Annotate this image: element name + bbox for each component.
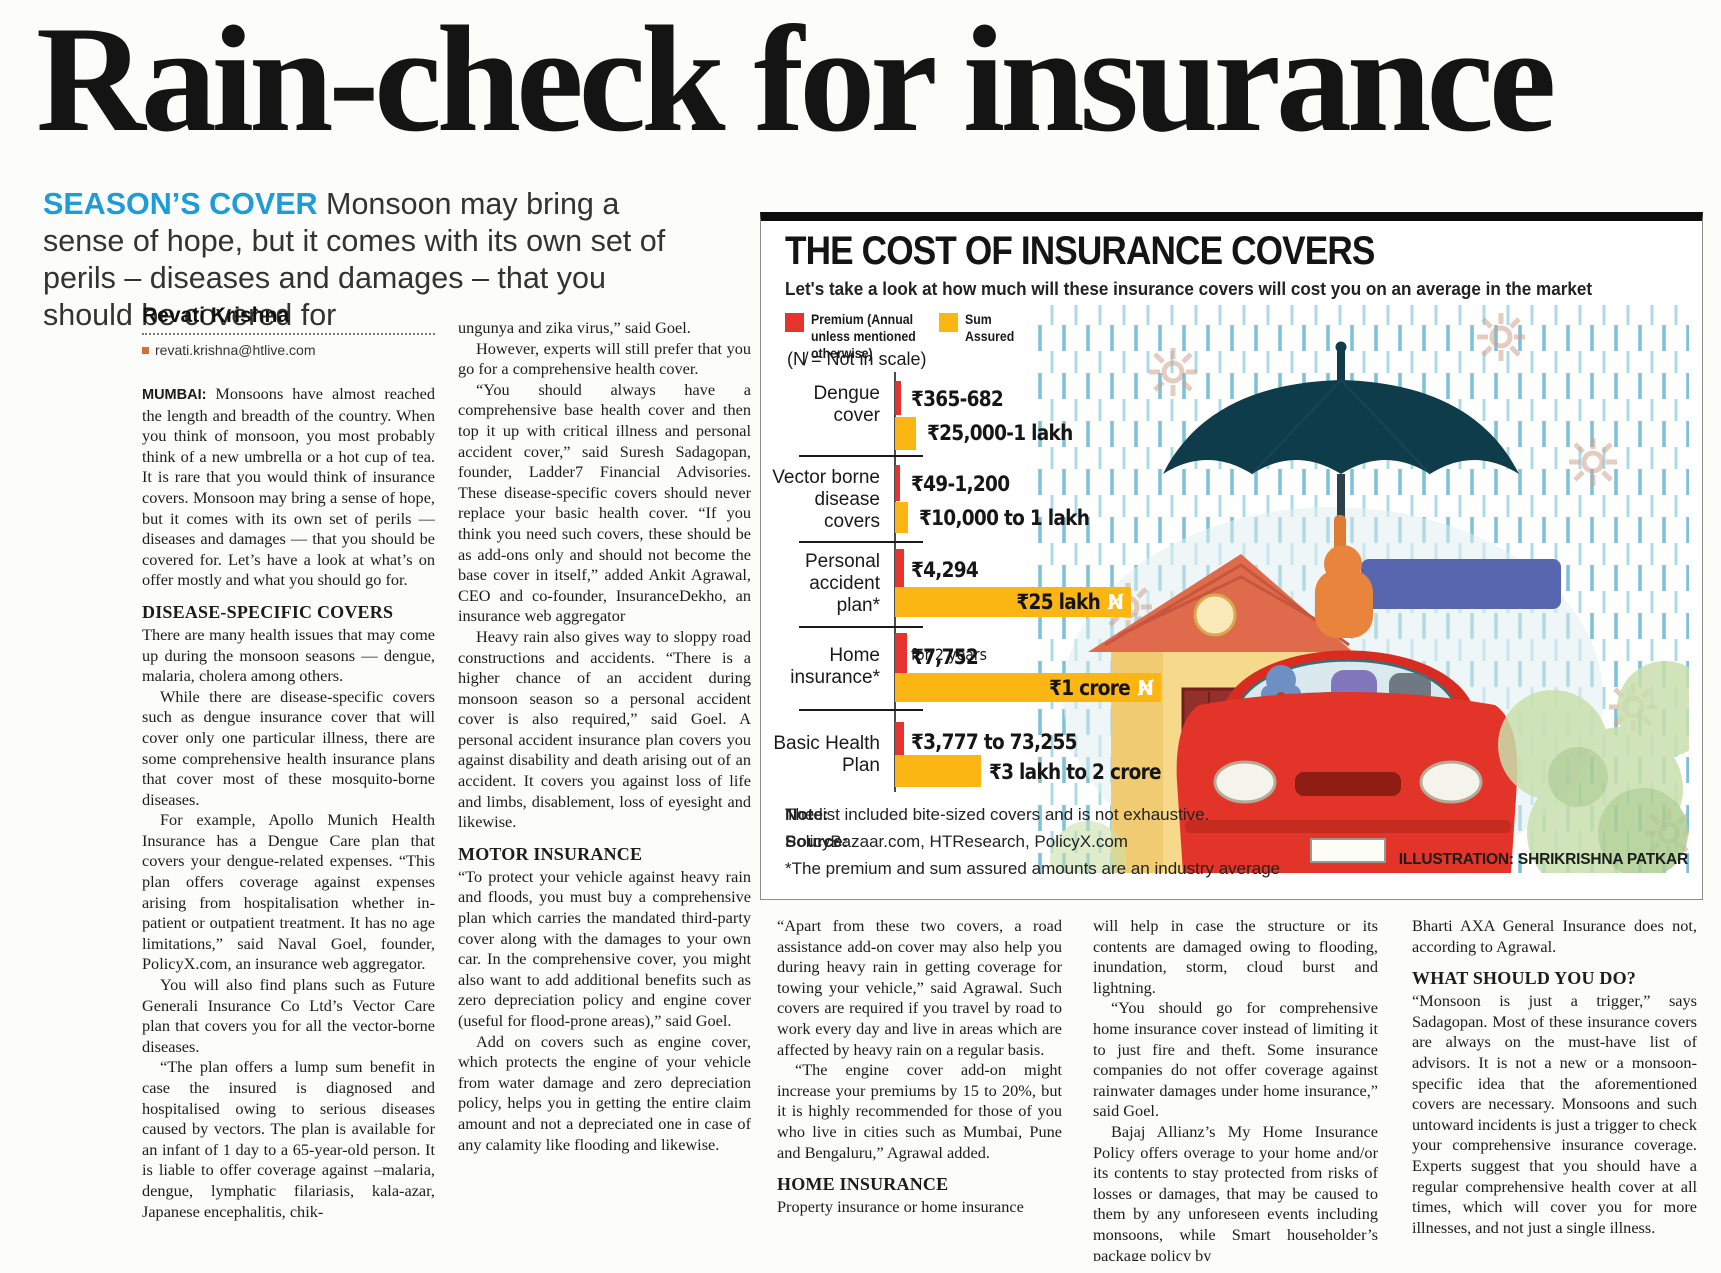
note-label: Note: bbox=[785, 805, 829, 824]
body-paragraph: There are many health issues that may co… bbox=[142, 624, 435, 686]
legend-sum-label: Sum Assured bbox=[965, 311, 1015, 344]
body-paragraph: Heavy rain also gives way to sloppy road… bbox=[458, 626, 751, 832]
premium-bar bbox=[895, 633, 907, 675]
byline: Revati Krishna revati.krishna@htlive.com bbox=[142, 304, 435, 358]
bottom-column-1: “Apart from these two covers, a road ass… bbox=[777, 916, 1062, 1261]
byline-author: Revati Krishna bbox=[142, 304, 435, 335]
article-column-2: ungunya and zika virus,” said Goel. Howe… bbox=[458, 318, 751, 1252]
premium-amount: ₹7,752 bbox=[911, 645, 979, 669]
body-paragraph: “You should always have a comprehensive … bbox=[458, 379, 751, 626]
paragraph-text: Monsoons have almost reached the length … bbox=[142, 384, 435, 590]
byline-email-row: revati.krishna@htlive.com bbox=[142, 342, 435, 358]
source-label: Source: bbox=[785, 832, 849, 851]
legend-premium-label: Premium (Annual unless mentioned otherwi… bbox=[811, 311, 916, 361]
sum-bar bbox=[895, 417, 916, 450]
sum-value: ₹1 crore bbox=[1049, 675, 1131, 700]
premium-value: ₹365-682 bbox=[911, 387, 1004, 411]
body-paragraph: You will also find plans such as Future … bbox=[142, 975, 435, 1056]
infographic-subtitle: Let's take a look at how much will these… bbox=[785, 279, 1593, 299]
lead-text: Monsoon may bring a sense of hope, but i… bbox=[43, 187, 666, 332]
article-column-1: MUMBAI: Monsoons have almost reached the… bbox=[142, 384, 435, 1252]
body-paragraph: ungunya and zika virus,” said Goel. bbox=[458, 318, 691, 337]
body-paragraph: “To protect your vehicle against heavy r… bbox=[458, 866, 751, 1030]
umbrella-icon bbox=[1163, 341, 1519, 475]
lead-paragraph: SEASON’S COVER Monsoon may bring a sense… bbox=[43, 186, 703, 334]
sign-board bbox=[1361, 559, 1561, 609]
bullet-icon bbox=[142, 346, 149, 354]
sum-value: ₹10,000 to 1 lakh bbox=[919, 506, 1090, 530]
body-paragraph: While there are disease-specific covers … bbox=[142, 686, 435, 809]
body-paragraph: MUMBAI: Monsoons have almost reached the… bbox=[142, 384, 435, 591]
premium-bar bbox=[895, 549, 904, 589]
legend-premium-swatch bbox=[785, 313, 804, 332]
foliage bbox=[1050, 661, 1689, 873]
body-paragraph: Add on covers such as engine cover, whic… bbox=[458, 1031, 751, 1154]
monsoon-illustration bbox=[1033, 305, 1689, 873]
legend-premium: Premium (Annual unless mentioned otherwi… bbox=[785, 311, 941, 362]
sum-bar: ₹25 lakh N̸ bbox=[895, 587, 1131, 617]
section-heading-motor-insurance: MOTOR INSURANCE bbox=[458, 843, 643, 864]
category-label: Vector borne disease covers bbox=[772, 467, 880, 532]
premium-suffix: for 2 years bbox=[911, 645, 988, 664]
section-heading-what-should-you-do: WHAT SHOULD YOU DO? bbox=[1412, 968, 1636, 989]
not-in-scale-note: (N̸ = Not in scale) bbox=[787, 349, 927, 369]
legend-sum: Sum Assured bbox=[939, 311, 1035, 345]
byline-email: revati.krishna@htlive.com bbox=[155, 342, 316, 358]
premium-value: ₹49-1,200 bbox=[911, 472, 1010, 496]
body-paragraph: “Monsoon is just a trigger,” says Sadago… bbox=[1412, 991, 1697, 1237]
body-paragraph: However, experts will still prefer that … bbox=[458, 338, 751, 379]
premium-bar bbox=[895, 381, 901, 415]
headline: Rain-check for insurance bbox=[36, 0, 1556, 163]
premium-value: ₹4,294 bbox=[911, 558, 979, 582]
premium-bar bbox=[895, 465, 900, 501]
category-label: Basic Health Plan bbox=[773, 733, 880, 776]
not-in-scale-marker: N̸ bbox=[1107, 590, 1124, 614]
body-paragraph: “The engine cover add-on might increase … bbox=[777, 1060, 1062, 1162]
body-paragraph: Bajaj Allianz’s My Home Insurance Policy… bbox=[1093, 1121, 1378, 1261]
person-icon bbox=[1315, 515, 1373, 638]
legend-sum-swatch bbox=[939, 313, 958, 332]
infographic-title: THE COST OF INSURANCE COVERS bbox=[785, 229, 1375, 273]
category-label: Home insurance* bbox=[790, 645, 880, 688]
footnote-text: *The premium and sum assured amounts are… bbox=[785, 859, 1281, 878]
sum-bar: ₹1 crore N̸ bbox=[895, 673, 1161, 702]
body-paragraph: “The plan offers a lump sum benefit in c… bbox=[142, 1057, 435, 1221]
sum-bar bbox=[895, 755, 981, 787]
bottom-column-2: will help in case the structure or its c… bbox=[1093, 916, 1378, 1261]
premium-value: ₹3,777 to 73,255 bbox=[911, 730, 1077, 754]
not-in-scale-marker: N̸ bbox=[1137, 675, 1154, 700]
body-paragraph: Bharti AXA General Insurance does not, a… bbox=[1412, 916, 1697, 956]
premium-bar bbox=[895, 722, 904, 757]
kicker: SEASON’S COVER bbox=[43, 187, 318, 221]
car-icon bbox=[1176, 650, 1518, 873]
sum-value: ₹3 lakh to 2 crore bbox=[989, 760, 1162, 784]
dateline: MUMBAI: bbox=[142, 387, 207, 403]
row-separator bbox=[799, 455, 923, 457]
sum-value: ₹25,000-1 lakh bbox=[927, 421, 1073, 445]
source-body: PolicyBazaar.com, HTResearch, PolicyX.co… bbox=[785, 832, 1128, 851]
bottom-column-3: Bharti AXA General Insurance does not, a… bbox=[1412, 916, 1697, 1261]
sum-bar bbox=[895, 502, 908, 533]
illustration-credit: ILLUSTRATION: SHRIKRISHNA PATKAR bbox=[1398, 851, 1688, 868]
note-body: The list included bite-sized covers and … bbox=[785, 805, 1210, 824]
infographic-box: THE COST OF INSURANCE COVERS Let's take … bbox=[760, 212, 1703, 900]
row-separator bbox=[799, 626, 923, 628]
body-paragraph: will help in case the structure or its c… bbox=[1093, 916, 1378, 997]
row-separator bbox=[799, 541, 923, 543]
body-paragraph: “You should go for comprehensive home in… bbox=[1093, 998, 1378, 1121]
body-paragraph: Property insurance or home insurance bbox=[777, 1197, 1024, 1217]
body-paragraph: “Apart from these two covers, a road ass… bbox=[777, 916, 1062, 1059]
section-heading-disease-specific: DISEASE-SPECIFIC COVERS bbox=[142, 601, 394, 622]
body-paragraph: For example, Apollo Munich Health Insura… bbox=[142, 810, 435, 974]
category-label: Dengue cover bbox=[813, 383, 880, 426]
category-label: Personal accident plan* bbox=[805, 551, 880, 616]
section-heading-home-insurance: HOME INSURANCE bbox=[777, 1174, 949, 1195]
sum-value: ₹25 lakh bbox=[1016, 590, 1101, 614]
row-separator bbox=[799, 709, 923, 711]
